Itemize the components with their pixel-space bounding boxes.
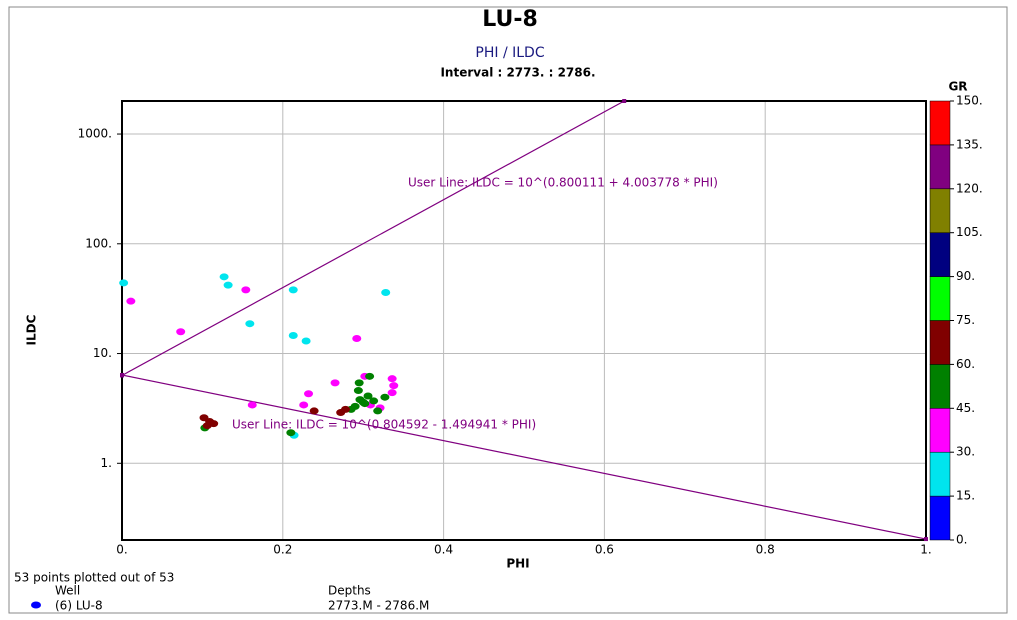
well-marker [31, 601, 41, 609]
colorbar-tick-label: 15. [956, 489, 975, 503]
point [304, 390, 314, 398]
point [330, 379, 340, 387]
user-line [121, 100, 625, 377]
colorbar-tick-label: 30. [956, 445, 975, 459]
point [358, 398, 368, 406]
point [389, 382, 399, 390]
point [363, 392, 373, 400]
plot-area [121, 100, 927, 541]
y-axis-label: ILDC [25, 314, 39, 345]
colorbar-tick-label: 75. [956, 313, 975, 327]
point [245, 320, 255, 328]
y-tick-label: 100. [85, 236, 112, 250]
x-tick-label: 0. [116, 543, 127, 557]
line-label: User Line: ILDC = 10^(0.800111 + 4.00377… [408, 176, 718, 190]
x-tick-label: 0.6 [595, 543, 614, 557]
line-label: User Line: ILDC = 10^(0.804592 - 1.49494… [232, 418, 536, 432]
colorbar-tick-label: 105. [956, 225, 983, 239]
colorbar-band [929, 451, 951, 497]
colorbar-title: GR [948, 80, 967, 94]
x-tick-label: 1. [920, 543, 931, 557]
point [202, 422, 212, 430]
point [223, 281, 233, 289]
colorbar-band [929, 364, 951, 409]
x-tick-label: 0.8 [756, 543, 775, 557]
colorbar-tick-label: 150. [956, 94, 983, 108]
point [286, 429, 296, 437]
point [354, 379, 364, 387]
colorbar-band [929, 320, 951, 365]
point [219, 273, 229, 281]
chart-subtitle: PHI / ILDC [475, 45, 544, 61]
x-tick-label: 0.2 [273, 543, 292, 557]
point [299, 401, 309, 409]
line-end [120, 372, 124, 377]
point [387, 375, 397, 383]
point [373, 407, 383, 415]
point [247, 401, 257, 409]
colorbar-band [929, 408, 951, 453]
point [369, 397, 379, 405]
colorbar-band [929, 188, 951, 233]
well-header: Well [55, 584, 80, 598]
point [288, 332, 298, 340]
point [288, 286, 298, 294]
frame [8, 6, 1008, 614]
point [381, 288, 391, 296]
y-tick-label: 1. [101, 456, 112, 470]
point [126, 297, 136, 305]
depths-header: Depths [328, 584, 371, 598]
footer-summary: 53 points plotted out of 53 [14, 571, 174, 585]
point [387, 389, 397, 397]
point [301, 337, 311, 345]
point [380, 393, 390, 401]
point [352, 335, 362, 343]
point [176, 328, 186, 336]
x-axis-label: PHI [506, 557, 529, 571]
colorbar-tick-label: 90. [956, 269, 975, 283]
point [119, 279, 129, 287]
y-tick-label: 10. [93, 346, 112, 360]
chart-title: LU-8 [482, 7, 538, 32]
colorbar-tick-label: 120. [956, 181, 983, 195]
colorbar-band [929, 100, 951, 146]
colorbar-tick-label: 60. [956, 357, 975, 371]
point [241, 286, 251, 294]
point [353, 387, 363, 395]
line-end [924, 537, 928, 542]
point [309, 407, 319, 415]
point [365, 372, 375, 380]
colorbar-tick-label: 45. [956, 401, 975, 415]
line-end [622, 99, 627, 103]
point [341, 405, 351, 413]
depths: 2773.M - 2786.M [328, 599, 429, 613]
colorbar-band [929, 276, 951, 321]
x-tick-label: 0.4 [434, 543, 453, 557]
colorbar-band [929, 495, 951, 541]
colorbar-tick-label: 0. [956, 533, 967, 547]
user-line [121, 374, 927, 540]
colorbar-band [929, 144, 951, 190]
well-name: (6) LU-8 [55, 599, 103, 613]
colorbar-tick-label: 135. [956, 137, 983, 151]
interval: Interval : 2773. : 2786. [440, 66, 595, 80]
y-tick-label: 1000. [78, 127, 112, 141]
colorbar-band [929, 232, 951, 277]
